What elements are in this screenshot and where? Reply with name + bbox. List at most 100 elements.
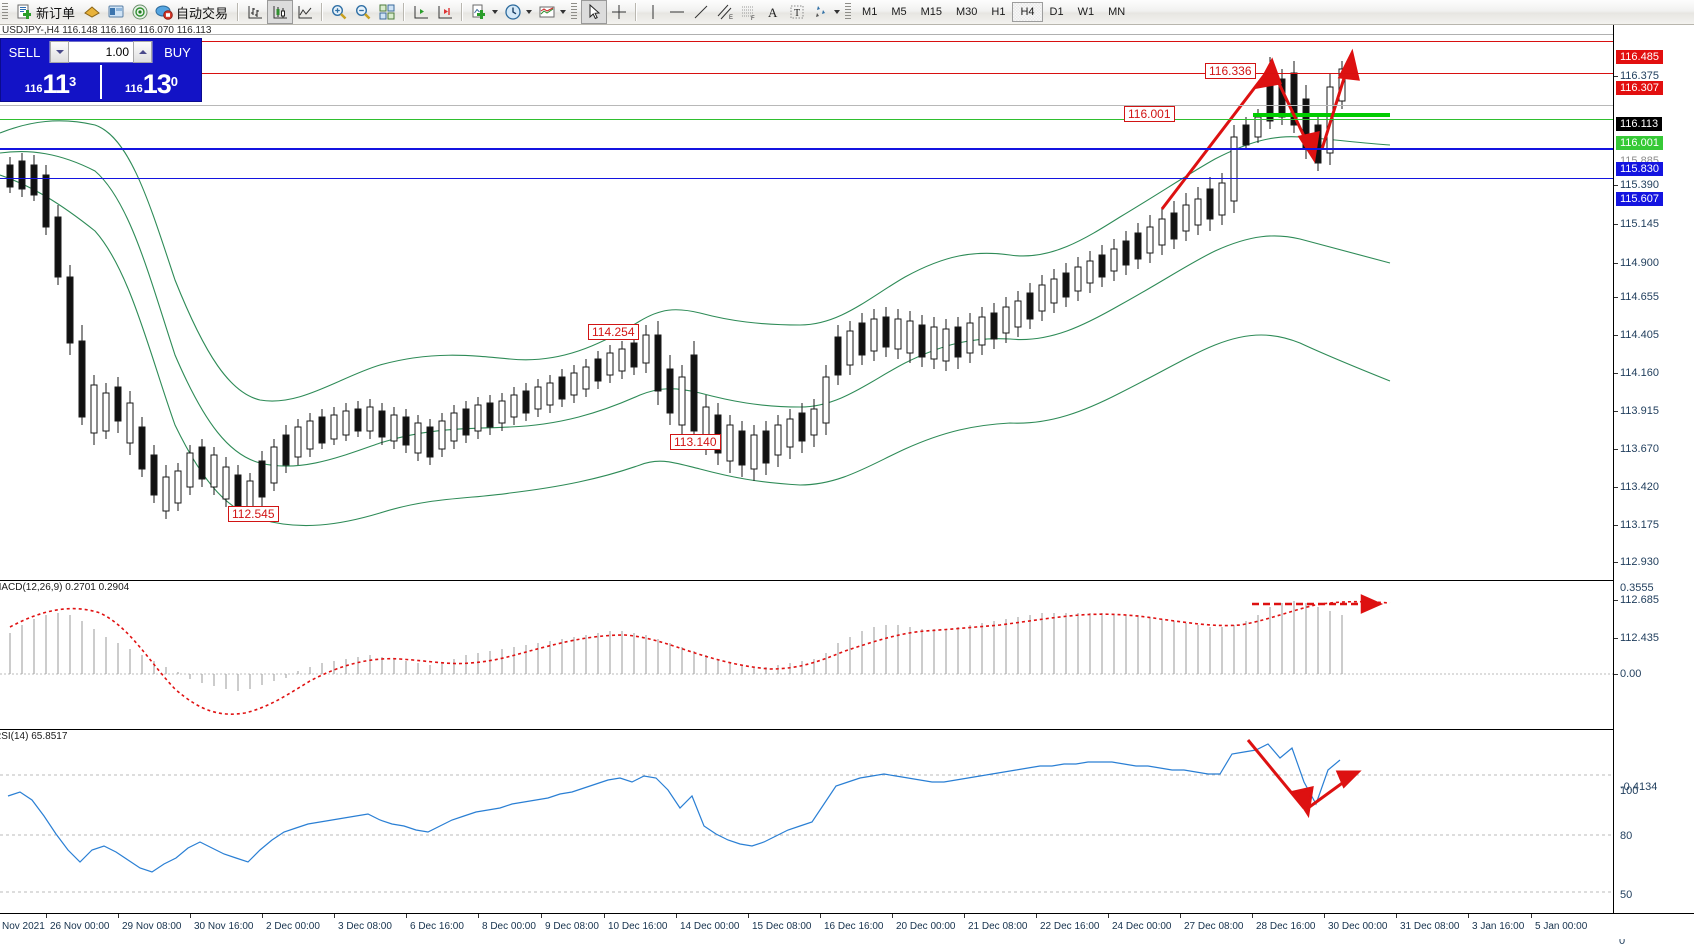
cursor-button[interactable] — [581, 0, 608, 24]
period-dropdown-arrow[interactable] — [526, 10, 533, 14]
buy-button[interactable]: BUY — [164, 44, 191, 60]
vertical-line-button[interactable] — [641, 1, 665, 23]
timeframe-m15[interactable]: M15 — [920, 6, 942, 18]
new-order-label: 新订单 — [36, 5, 76, 21]
templates-dropdown-arrow[interactable] — [560, 10, 567, 14]
y-badge-115830[interactable]: 115.830 — [1616, 162, 1663, 176]
volume-stepper[interactable]: 1.00 — [49, 41, 153, 63]
volume-increment-button[interactable] — [133, 41, 152, 63]
y-label-114900: 114.900 — [1620, 257, 1659, 269]
price-tag-112545[interactable]: 112.545 — [228, 506, 279, 522]
chevron-down-icon — [55, 50, 64, 54]
vertical-line-icon — [644, 3, 662, 21]
timeframe-m1[interactable]: M1 — [862, 6, 878, 18]
price-tag-114254[interactable]: 114.254 — [588, 324, 639, 340]
price-tag-116001[interactable]: 116.001 — [1124, 106, 1175, 122]
shift-end-button[interactable] — [433, 1, 457, 23]
level-line-grey-top — [0, 34, 1613, 35]
equidistant-channel-button[interactable]: E — [713, 1, 737, 23]
y-label-116375: 116.375 — [1620, 70, 1659, 82]
toolbar-grip-2[interactable] — [571, 3, 578, 21]
y-badge-116485[interactable]: 116.485 — [1616, 50, 1663, 64]
indicators-button[interactable] — [467, 1, 501, 23]
y-badge-116307[interactable]: 116.307 — [1616, 81, 1663, 95]
timeframe-w1[interactable]: W1 — [1077, 6, 1095, 18]
toolbar-grip-3[interactable] — [845, 3, 852, 21]
toolbar-separator-5 — [635, 3, 638, 21]
templates-button[interactable] — [535, 1, 569, 23]
trendline-button[interactable] — [689, 1, 713, 23]
zoom-out-button[interactable] — [351, 1, 375, 23]
y-badge-116001[interactable]: 116.001 — [1616, 136, 1663, 150]
cursor-icon — [585, 3, 603, 21]
sell-price-fraction: 3 — [69, 74, 77, 89]
fibonacci-button[interactable]: F — [737, 1, 761, 23]
timeframe-m30[interactable]: M30 — [956, 6, 978, 18]
sell-button[interactable]: SELL — [8, 44, 41, 60]
y-badge-115607[interactable]: 115.607 — [1616, 192, 1663, 206]
shapes-dropdown-arrow[interactable] — [834, 10, 841, 14]
horizontal-line-button[interactable] — [665, 1, 689, 23]
timeframe-d1[interactable]: D1 — [1049, 6, 1064, 18]
volume-input[interactable]: 1.00 — [105, 45, 129, 59]
clock-icon — [504, 3, 522, 21]
chevron-up-icon — [138, 50, 147, 54]
trend-up-arrow — [1160, 57, 1283, 210]
level-line-115607 — [0, 178, 1613, 179]
volume-decrement-button[interactable] — [50, 41, 69, 63]
y-label-113915: 113.915 — [1620, 405, 1659, 417]
svg-text:F: F — [751, 16, 755, 21]
crosshair-button[interactable] — [607, 1, 631, 23]
line-chart-button[interactable] — [293, 1, 317, 23]
shapes-button[interactable] — [809, 1, 843, 23]
buy-price-prefix: 116 — [124, 83, 143, 95]
toolbar-separator-4 — [461, 3, 464, 21]
price-pane[interactable]: 116.336 116.001 114.254 113.140 112.545 — [0, 25, 1613, 581]
price-tag-116336[interactable]: 116.336 — [1205, 63, 1256, 79]
one-click-trading-panel[interactable]: SELL 1.00 BUY 116 11 3 116 13 0 — [0, 38, 202, 102]
x-label-13: 20 Dec 00:00 — [896, 921, 956, 932]
text-label-button[interactable]: A — [761, 1, 785, 23]
bar-chart-button[interactable] — [243, 1, 267, 23]
rsi-y-label-50: 50 — [1620, 889, 1633, 901]
chart-container[interactable]: 116.336 116.001 114.254 113.140 112.545 … — [0, 25, 1694, 947]
price-axis[interactable]: 116.375 115.390 115.145 114.900 114.655 … — [1613, 25, 1694, 913]
time-axis[interactable]: Nov 2021 26 Nov 00:00 29 Nov 08:00 30 No… — [0, 913, 1694, 939]
shift-start-icon — [412, 3, 430, 21]
x-label-17: 27 Dec 08:00 — [1184, 921, 1244, 932]
text-button[interactable]: T — [785, 1, 809, 23]
zoom-in-button[interactable] — [327, 1, 351, 23]
rsi-pane[interactable]: RSI(14) 65.8517 — [0, 730, 1613, 914]
sell-quote[interactable]: 116 11 3 — [1, 65, 100, 99]
shift-start-button[interactable] — [409, 1, 433, 23]
signals-button[interactable] — [128, 1, 152, 23]
timeframe-m5[interactable]: M5 — [891, 6, 907, 18]
macd-pane[interactable]: MACD(12,26,9) 0.2701 0.2904 — [0, 581, 1613, 730]
zoom-out-icon — [354, 3, 372, 21]
new-order-button[interactable]: 新订单 — [12, 1, 80, 23]
timeframe-h1[interactable]: H1 — [991, 6, 1006, 18]
price-tag-113140[interactable]: 113.140 — [670, 434, 721, 450]
autotrading-button[interactable]: 自动交易 — [152, 1, 233, 23]
terminal-button[interactable] — [104, 1, 128, 23]
y-label-114160: 114.160 — [1620, 367, 1659, 379]
indicators-dropdown-arrow[interactable] — [492, 10, 499, 14]
toolbar-grip[interactable] — [2, 3, 8, 21]
tile-windows-button[interactable] — [375, 1, 399, 23]
macd-plot-svg — [0, 594, 1613, 715]
candlestick-chart-button[interactable] — [267, 0, 294, 24]
expert-advisors-button[interactable] — [80, 1, 104, 23]
period-button[interactable] — [501, 1, 535, 23]
buy-quote[interactable]: 116 13 0 — [102, 65, 201, 99]
timeframe-mn[interactable]: MN — [1108, 6, 1126, 18]
macd-y-label-zero: 0.00 — [1620, 668, 1642, 680]
y-badge-116113-current-price[interactable]: 116.113 — [1616, 117, 1663, 131]
timeframe-h4[interactable]: H4 — [1012, 2, 1043, 22]
quote-divider — [100, 65, 102, 99]
sell-price-main: 11 — [42, 69, 70, 99]
autotrading-label: 自动交易 — [176, 5, 229, 21]
zoom-in-icon — [330, 3, 348, 21]
sell-price-prefix: 116 — [24, 83, 43, 95]
shift-end-icon — [436, 3, 454, 21]
x-label-16: 24 Dec 00:00 — [1112, 921, 1172, 932]
